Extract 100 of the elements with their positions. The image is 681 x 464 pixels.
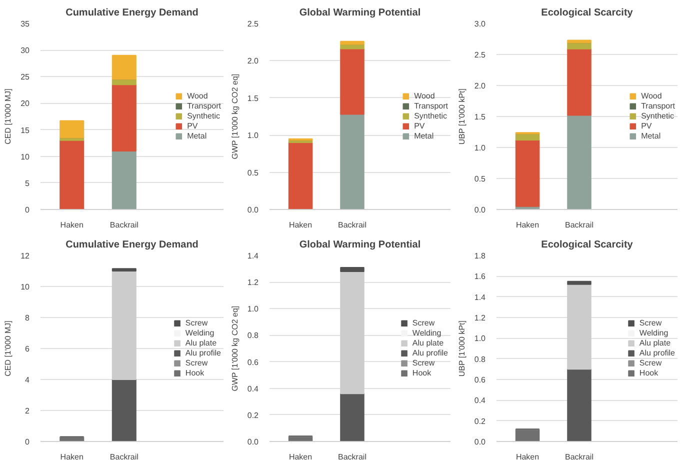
y-tick-label: 0.0 bbox=[247, 206, 260, 214]
x-tick-label: Haken bbox=[516, 220, 540, 230]
y-tick-label: 0.0 bbox=[247, 438, 260, 446]
y-tick-label: 0 bbox=[25, 438, 30, 446]
y-tick-label: 35 bbox=[20, 20, 30, 28]
y-tick-label: 0.6 bbox=[247, 358, 260, 367]
legend-label: Alu plate bbox=[412, 338, 444, 348]
y-tick-label: 1.6 bbox=[474, 272, 486, 282]
y-tick-label: 3.0 bbox=[474, 20, 486, 28]
y-tick-label: 1.0 bbox=[247, 304, 260, 314]
y-tick-label: 0.8 bbox=[247, 331, 260, 340]
y-tick-label: 2.5 bbox=[247, 20, 260, 28]
y-tick-label: 30 bbox=[20, 46, 30, 56]
legend-label: Synthetic bbox=[641, 112, 674, 120]
legend-label: Metal bbox=[187, 132, 208, 140]
x-tick-label: Haken bbox=[60, 452, 84, 462]
y-tick-label: 0.4 bbox=[474, 396, 486, 406]
legend-label: PV bbox=[641, 122, 653, 130]
legend-label: Wood bbox=[187, 92, 208, 100]
y-tick-label: 1.2 bbox=[474, 314, 486, 322]
legend-label: Transport bbox=[414, 102, 448, 110]
y-tick-label: 10 bbox=[20, 152, 30, 162]
y-tick-label: 0.8 bbox=[474, 354, 486, 364]
y-tick-label: 1.8 bbox=[474, 252, 486, 260]
legend-label: Wood bbox=[641, 92, 662, 100]
chart-title: Cumulative Energy Demand bbox=[66, 240, 198, 250]
x-tick-label: Backrail bbox=[110, 220, 139, 230]
y-tick-label: 1.5 bbox=[247, 94, 260, 103]
legend-label: Screw bbox=[412, 358, 435, 368]
y-tick-label: 15 bbox=[20, 126, 30, 135]
y-tick-label: 1.0 bbox=[474, 334, 486, 344]
legend-label: Screw bbox=[639, 318, 662, 328]
legend-label: Hook bbox=[185, 368, 206, 378]
y-tick-label: 1.4 bbox=[474, 292, 486, 302]
x-tick-label: Haken bbox=[288, 220, 312, 230]
chart-title: Ecological Scarcity bbox=[541, 240, 634, 250]
x-tick-label: Haken bbox=[288, 452, 312, 462]
y-tick-label: 4 bbox=[25, 376, 30, 384]
x-tick-label: Backrail bbox=[565, 452, 594, 462]
legend-label: Screw bbox=[185, 318, 208, 328]
y-tick-label: 1.0 bbox=[247, 131, 260, 140]
y-tick-label: 0.0 bbox=[474, 206, 486, 214]
y-tick-label: 6 bbox=[25, 344, 30, 354]
y-tick-label: 5 bbox=[25, 178, 30, 188]
legend-label: Synthetic bbox=[414, 112, 447, 120]
chart-title: Global Warming Potential bbox=[299, 8, 421, 18]
legend-label: Welding bbox=[639, 328, 668, 338]
y-tick-label: 10 bbox=[20, 282, 30, 292]
legend-label: Metal bbox=[641, 132, 662, 140]
legend-label: Transport bbox=[187, 102, 221, 110]
legend-label: Metal bbox=[414, 132, 434, 140]
y-tick-label: 8 bbox=[25, 314, 30, 322]
legend-label: Alu profile bbox=[185, 348, 221, 358]
chart-title: Global Warming Potential bbox=[299, 240, 421, 250]
y-tick-label: 2.0 bbox=[247, 56, 260, 66]
legend-label: Welding bbox=[412, 328, 442, 338]
legend-label: PV bbox=[187, 122, 199, 130]
y-tick-label: 0.4 bbox=[247, 384, 260, 394]
x-tick-label: Backrail bbox=[565, 220, 594, 230]
y-tick-label: 20 bbox=[20, 99, 30, 108]
y-axis-title: GWP [1'000 kg CO2 eq] bbox=[230, 306, 240, 392]
legend-label: Alu profile bbox=[412, 348, 448, 358]
legend-label: Screw bbox=[639, 358, 662, 368]
legend-label: Alu profile bbox=[639, 348, 675, 358]
legend-label: Wood bbox=[414, 92, 435, 100]
x-tick-label: Backrail bbox=[338, 452, 367, 462]
y-tick-label: 1.2 bbox=[247, 278, 260, 288]
y-axis-title: CED [1'000 MJ] bbox=[4, 320, 13, 376]
y-tick-label: 0 bbox=[25, 206, 30, 214]
y-tick-label: 0.5 bbox=[247, 168, 260, 178]
y-tick-label: 12 bbox=[20, 252, 30, 260]
y-tick-label: 0.5 bbox=[474, 174, 486, 184]
legend-label: Screw bbox=[185, 358, 208, 368]
y-tick-label: 0.6 bbox=[474, 376, 486, 384]
y-tick-label: 2.0 bbox=[474, 82, 486, 90]
legend-label: Welding bbox=[185, 328, 214, 338]
x-tick-label: Haken bbox=[60, 220, 84, 230]
x-tick-label: Backrail bbox=[338, 220, 367, 230]
y-tick-label: 0.0 bbox=[474, 438, 486, 446]
y-tick-label: 1.5 bbox=[474, 112, 486, 122]
y-tick-label: 2 bbox=[25, 406, 30, 416]
legend-label: Alu plate bbox=[639, 338, 671, 348]
chart-title: Cumulative Energy Demand bbox=[66, 8, 198, 18]
y-tick-label: 2.5 bbox=[474, 50, 486, 60]
y-tick-label: 0.2 bbox=[474, 416, 486, 426]
chart-title: Ecological Scarcity bbox=[541, 8, 634, 18]
y-axis-title: GWP [1'000 kg CO2 eq] bbox=[230, 74, 240, 160]
legend-label: Hook bbox=[412, 368, 432, 378]
legend-label: Alu plate bbox=[185, 338, 217, 348]
y-axis-title: UBP [1'000 kPt] bbox=[457, 320, 466, 377]
x-tick-label: Backrail bbox=[110, 452, 139, 462]
y-tick-label: 1.0 bbox=[474, 144, 486, 152]
legend-label: PV bbox=[414, 122, 426, 130]
legend-label: Transport bbox=[641, 102, 675, 110]
y-axis-title: UBP [1'000 kPt] bbox=[457, 88, 466, 145]
x-tick-label: Haken bbox=[516, 452, 540, 462]
y-tick-label: 0.2 bbox=[247, 410, 260, 420]
y-tick-label: 25 bbox=[20, 72, 30, 82]
legend-label: Screw bbox=[412, 318, 435, 328]
y-tick-label: 1.4 bbox=[247, 252, 260, 260]
